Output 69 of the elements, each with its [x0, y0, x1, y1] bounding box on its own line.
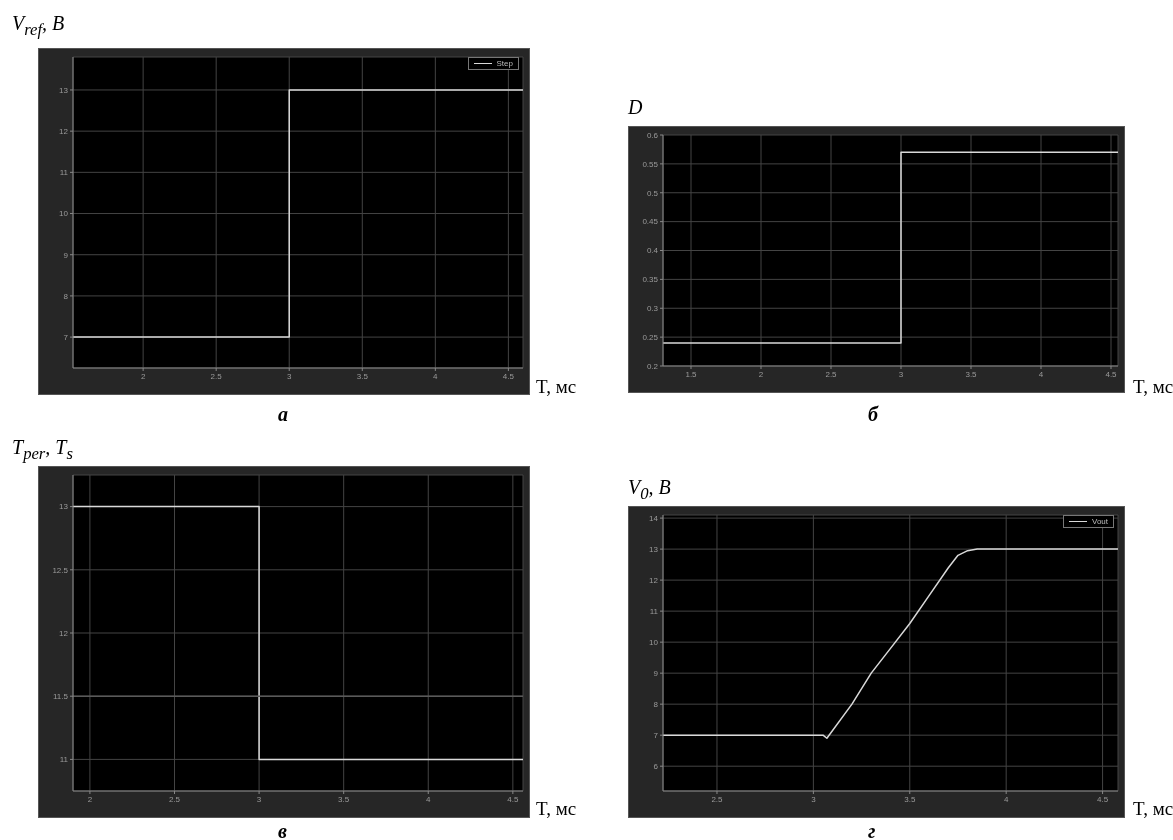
y-tick-label: 9 [63, 250, 69, 260]
x-tick-label: 3.5 [965, 369, 978, 379]
text: в [278, 820, 287, 840]
x-tick-label: 2.5 [711, 794, 724, 804]
y-tick-label: 0.45 [642, 217, 659, 227]
y-tick-label: 0.5 [646, 188, 659, 198]
x-tick-label: 2 [140, 371, 146, 381]
y-tick-label: 11 [59, 755, 69, 765]
y-tick-label: 10 [649, 637, 659, 647]
x-tick-label: 3.5 [338, 794, 350, 804]
y-tick-label: 12.5 [52, 565, 69, 575]
x-tick-label: 2.5 [825, 369, 838, 379]
y-tick-label: 7 [63, 332, 69, 342]
y-tick-label: 0.2 [646, 361, 659, 371]
y-tick-label: 0.6 [646, 130, 659, 140]
x-axis-title: T, мс [536, 376, 577, 398]
y-tick-label: 0.35 [642, 275, 659, 285]
x-axis-title: T, мс [536, 798, 577, 820]
x-tick-label: 3.5 [356, 371, 369, 381]
y-tick-label: 6 [653, 762, 659, 772]
y-tick-label: 13 [59, 85, 69, 95]
y-tick-label: 0.55 [642, 159, 659, 169]
y-axis-title: T$_{per}$, T$_{s}$ [12, 436, 73, 464]
y-tick-label: 7 [653, 731, 659, 741]
x-tick-label: 4 [433, 371, 439, 381]
y-tick-label: 9 [653, 669, 659, 678]
y-axis-title: D [628, 96, 643, 119]
text: а [278, 403, 288, 426]
x-tick-label: 3.5 [904, 794, 916, 804]
y-tick-label: 12 [649, 575, 659, 585]
y-tick-label: 12 [59, 628, 69, 638]
line-series [663, 548, 1118, 740]
text: г [868, 820, 876, 840]
y-tick-label: 8 [63, 291, 69, 301]
x-axis-title: T, мс [1133, 376, 1173, 398]
y-tick-label: 10 [59, 209, 69, 219]
x-tick-label: 3 [811, 794, 817, 804]
x-tick-label: 4 [1003, 794, 1009, 804]
x-tick-label: 2.5 [168, 794, 181, 804]
x-tick-label: 4.5 [1105, 369, 1118, 379]
y-tick-label: 0.3 [646, 304, 659, 314]
legend-label: Vout [1091, 517, 1108, 526]
y-tick-label: 11 [59, 168, 69, 178]
legend-label: Step [496, 59, 513, 68]
x-tick-label: 3 [287, 371, 293, 381]
y-tick-label: 13 [649, 544, 659, 554]
x-axis-title: T, мс [1133, 798, 1173, 820]
y-axis-title: V$_{ref}$, В [12, 12, 65, 40]
x-tick-label: 2.5 [210, 371, 223, 381]
x-tick-label: 4.5 [502, 371, 515, 381]
y-tick-label: 11.5 [53, 692, 69, 702]
y-tick-label: 11 [649, 606, 659, 616]
y-tick-label: 8 [653, 700, 659, 710]
text: б [868, 403, 878, 426]
x-tick-label: 3 [898, 369, 904, 379]
x-tick-label: 2 [758, 369, 764, 379]
y-tick-label: 12 [59, 126, 69, 136]
y-tick-label: 13 [59, 502, 69, 512]
x-tick-label: 1.5 [685, 369, 698, 379]
y-axis-title: V$_{0}$, В [628, 476, 671, 504]
x-tick-label: 4 [426, 794, 432, 804]
x-tick-label: 4 [1038, 369, 1044, 379]
x-tick-label: 2 [87, 794, 93, 804]
x-tick-label: 4.5 [507, 794, 519, 804]
y-tick-label: 0.25 [642, 332, 659, 342]
y-tick-label: 0.4 [646, 246, 659, 256]
y-tick-label: 14 [649, 513, 659, 523]
x-tick-label: 4.5 [1097, 794, 1109, 804]
x-tick-label: 3 [256, 794, 262, 804]
